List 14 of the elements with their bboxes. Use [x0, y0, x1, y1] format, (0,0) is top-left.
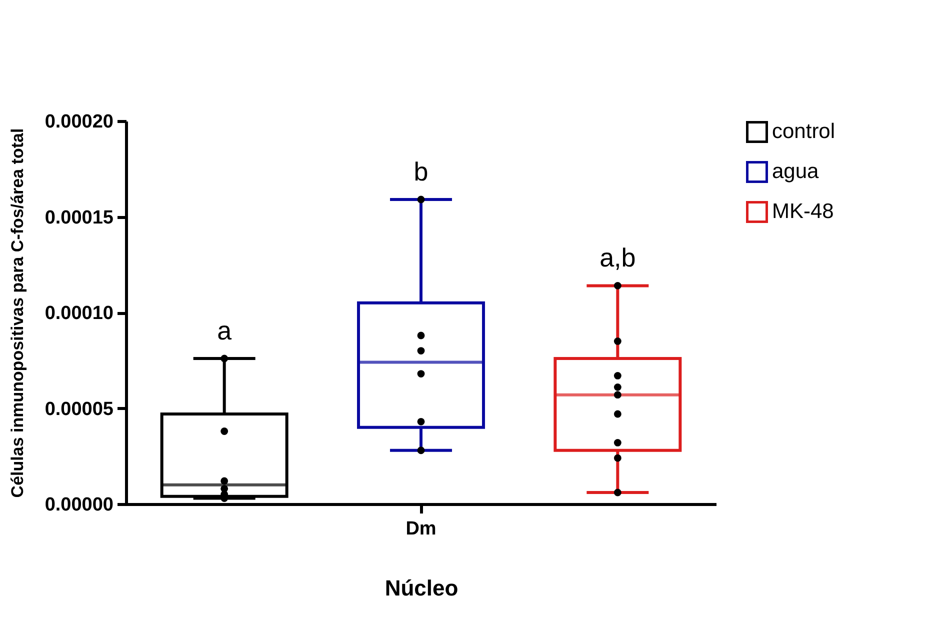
y-tick-label: 0.00005 [44, 398, 114, 420]
y-tick-label: 0.00015 [44, 207, 114, 228]
legend-label: agua [772, 160, 820, 183]
x-axis-title: Núcleo [384, 576, 458, 600]
x-tick-label: Dm [406, 518, 436, 540]
y-tick-label: 0.00010 [44, 303, 114, 324]
annotation: a,b [600, 242, 636, 273]
annotation: b [414, 156, 428, 187]
annotation: a [217, 315, 232, 346]
y-tick-label: 0.00000 [44, 494, 114, 516]
y-axis-title: Células inmunopositivas para C-fos/área total [8, 128, 27, 498]
legend-label: MK-48 [772, 200, 834, 223]
y-tick-label: 0.00020 [44, 112, 114, 132]
legend-label: control [772, 120, 836, 143]
